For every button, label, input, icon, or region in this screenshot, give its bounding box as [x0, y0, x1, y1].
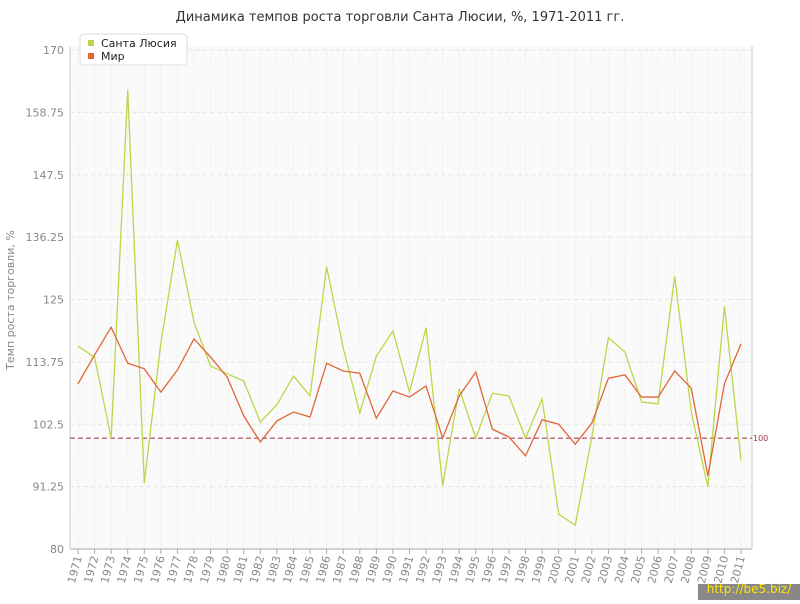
watermark-bg — [698, 584, 800, 600]
legend-label: Мир — [101, 50, 125, 63]
y-tick-label: 113.75 — [26, 356, 65, 369]
reference-label: 100 — [753, 434, 768, 443]
legend-swatch — [88, 53, 94, 59]
watermark: http://be5.biz/ — [707, 582, 792, 596]
y-tick-label: 170 — [43, 44, 64, 57]
y-tick-label: 91.25 — [33, 481, 65, 494]
y-tick-label: 125 — [43, 294, 64, 307]
y-axis-label: Темп роста торговли, % — [4, 230, 17, 371]
y-tick-label: 80 — [50, 543, 64, 556]
chart-title: Динамика темпов роста торговли Санта Люс… — [176, 10, 625, 25]
y-tick-label: 147.5 — [33, 169, 65, 182]
series-line — [77, 89, 742, 527]
y-tick-label: 102.5 — [33, 418, 65, 431]
plot-area — [70, 46, 752, 549]
y-tick-label: 136.25 — [26, 231, 65, 244]
legend-swatch — [88, 40, 94, 46]
y-tick-label: 158.75 — [26, 106, 65, 119]
legend-label: Санта Люсия — [101, 37, 177, 50]
legend-box — [79, 33, 188, 66]
series-line — [77, 325, 742, 476]
marks: 100 — [70, 89, 768, 527]
